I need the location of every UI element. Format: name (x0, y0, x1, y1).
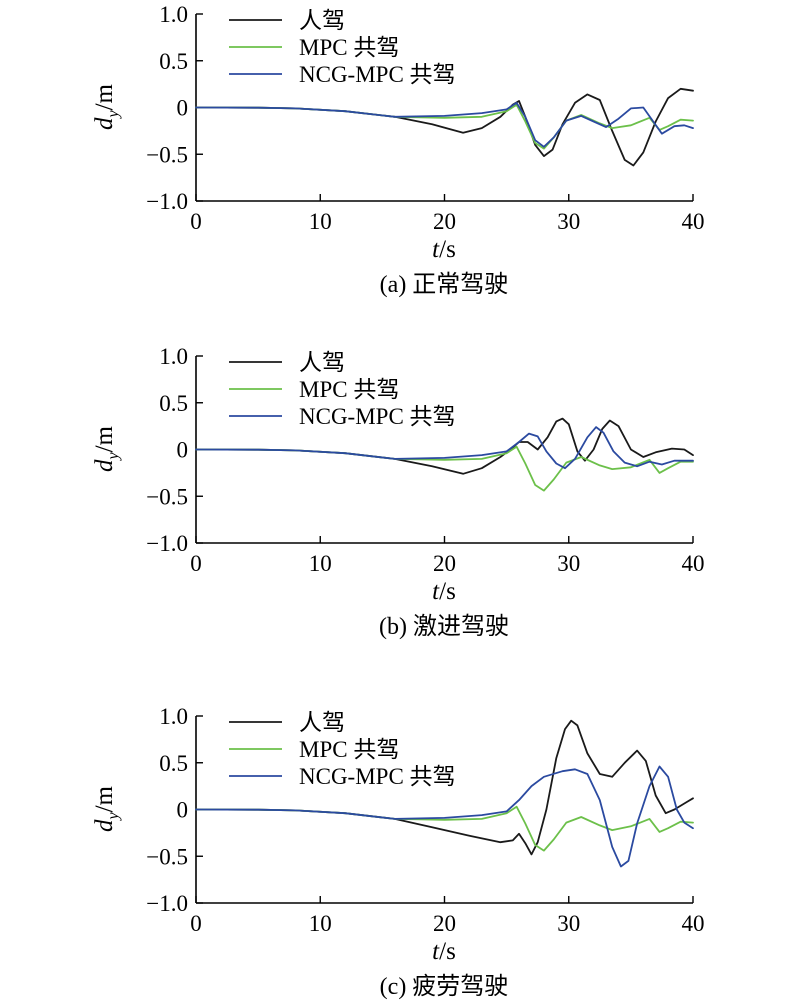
y-tick-label: −0.5 (146, 142, 188, 167)
y-axis-label: dy/m (91, 425, 122, 472)
x-tick-label: 0 (190, 209, 202, 234)
series-line-3 (195, 426, 694, 470)
y-tick-label: 0.5 (159, 751, 188, 776)
y-tick-label: −1.0 (146, 189, 188, 214)
series-line-2 (195, 103, 694, 150)
legend-label: 人驾 (299, 710, 345, 735)
legend-label: NCG-MPC 共驾 (299, 404, 456, 429)
y-tick-label: 1.0 (159, 344, 188, 369)
y-tick-label: 0.5 (159, 391, 188, 416)
x-tick-label: 20 (433, 551, 456, 576)
y-tick-label: −0.5 (146, 844, 188, 869)
legend-label: 人驾 (299, 350, 345, 375)
panel-caption: (a) 正常驾驶 (380, 271, 509, 298)
x-tick-label: 30 (557, 911, 580, 936)
legend-label: MPC 共驾 (299, 737, 399, 762)
x-tick-label: 40 (682, 551, 705, 576)
y-axis-label: dy/m (91, 785, 122, 832)
x-ticks: 0 10 20 30 40 (190, 536, 705, 576)
y-tick-label: 0 (177, 798, 189, 823)
panel-caption: (b) 激进驾驶 (379, 613, 509, 640)
series-line-1 (195, 417, 694, 475)
x-ticks: 0 10 20 30 40 (190, 194, 705, 234)
x-tick-label: 0 (190, 551, 202, 576)
y-tick-label: −0.5 (146, 484, 188, 509)
y-ticks: 1.0 0.5 0 −0.5 −1.0 (146, 2, 203, 214)
x-tick-label: 20 (433, 209, 456, 234)
y-tick-label: 1.0 (159, 2, 188, 27)
x-tick-label: 20 (433, 911, 456, 936)
series-lines (195, 417, 694, 492)
y-tick-label: −1.0 (146, 891, 188, 916)
legend-label: 人驾 (299, 8, 345, 33)
x-axis-label: t/s (432, 578, 456, 605)
x-tick-label: 10 (309, 209, 332, 234)
series-lines (195, 719, 694, 868)
y-tick-label: 1.0 (159, 704, 188, 729)
y-axis-label: dy/m (91, 83, 122, 130)
series-line-3 (195, 765, 694, 868)
legend-label: MPC 共驾 (299, 35, 399, 60)
series-lines (195, 87, 694, 167)
y-tick-label: 0 (177, 438, 189, 463)
x-axis-label: t/s (432, 236, 456, 263)
series-line-1 (195, 719, 694, 856)
legend-label: NCG-MPC 共驾 (299, 764, 456, 789)
series-line-3 (195, 101, 694, 148)
series-line-1 (195, 87, 694, 167)
x-ticks: 0 10 20 30 40 (190, 896, 705, 936)
x-tick-label: 10 (309, 551, 332, 576)
y-tick-label: 0.5 (159, 49, 188, 74)
x-tick-label: 0 (190, 911, 202, 936)
series-line-2 (195, 805, 694, 852)
y-tick-label: −1.0 (146, 531, 188, 556)
legend-label: MPC 共驾 (299, 377, 399, 402)
y-ticks: 1.0 0.5 0 −0.5 −1.0 (146, 344, 203, 556)
x-tick-label: 10 (309, 911, 332, 936)
panel-caption: (c) 疲劳驾驶 (380, 973, 509, 1000)
x-tick-label: 40 (682, 911, 705, 936)
y-ticks: 1.0 0.5 0 −0.5 −1.0 (146, 704, 203, 916)
x-tick-label: 40 (682, 209, 705, 234)
x-tick-label: 30 (557, 551, 580, 576)
x-axis-label: t/s (432, 938, 456, 965)
y-tick-label: 0 (177, 96, 189, 121)
x-tick-label: 30 (557, 209, 580, 234)
legend-label: NCG-MPC 共驾 (299, 62, 456, 87)
